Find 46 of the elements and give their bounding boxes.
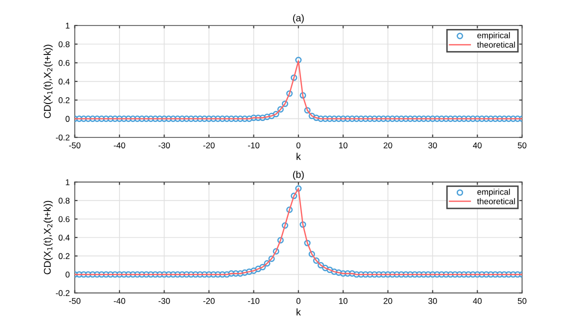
x-tick-label: -40 xyxy=(114,298,126,304)
x-tick-label: 20 xyxy=(384,298,392,304)
x-tick-label: 50 xyxy=(518,298,526,304)
x-tick-label: 40 xyxy=(472,298,482,304)
x-tick-label: 10 xyxy=(339,142,348,148)
x-tick-label: -30 xyxy=(158,142,170,148)
y-axis-title: CD(X$_{1}$(t),X$_{2}$(t+k)) xyxy=(44,200,53,274)
x-tick-label: -10 xyxy=(248,298,260,304)
x-tick-label: -50 xyxy=(69,298,80,304)
chart-title: (a) xyxy=(293,14,304,24)
legend-label: empirical xyxy=(477,32,510,40)
y-tick-label: 0.6 xyxy=(58,216,70,222)
y-tick-label: 0.4 xyxy=(58,234,70,241)
x-tick-label: 30 xyxy=(428,298,437,304)
legend-label: theoretical xyxy=(477,42,515,48)
y-tick-label: 0 xyxy=(66,272,70,278)
x-tick-label: 0 xyxy=(296,298,300,304)
y-tick-label: 0.4 xyxy=(58,78,70,85)
x-tick-label: 40 xyxy=(472,142,482,148)
legend-label: theoretical xyxy=(477,198,515,204)
y-tick-label: 0.8 xyxy=(58,41,70,48)
y-tick-label: 1 xyxy=(66,179,70,186)
x-tick-label: 0 xyxy=(296,142,300,148)
chart-title: (b) xyxy=(293,170,304,180)
y-tick-label: 0.8 xyxy=(58,198,70,204)
x-tick-label: 20 xyxy=(384,142,392,148)
x-tick-label: -40 xyxy=(114,142,126,148)
x-tick-label: -10 xyxy=(248,142,260,148)
x-tick-label: 50 xyxy=(518,142,526,148)
y-tick-label: 0.2 xyxy=(58,253,70,260)
x-tick-label: -20 xyxy=(203,142,215,148)
y-tick-label: 0.6 xyxy=(58,60,70,66)
x-axis-title: k xyxy=(296,152,301,160)
x-tick-label: -50 xyxy=(69,142,80,148)
y-axis-title: CD(X$_{1}$(t),X$_{2}$(t+k)) xyxy=(44,44,53,118)
y-tick-label: 1 xyxy=(66,22,70,29)
x-tick-label: 30 xyxy=(428,142,437,148)
y-tick-label: -0.2 xyxy=(56,134,70,140)
legend-label: empirical xyxy=(477,188,510,196)
y-tick-label: -0.2 xyxy=(56,290,70,296)
x-tick-label: 10 xyxy=(339,298,348,304)
x-tick-label: -20 xyxy=(203,298,215,304)
y-tick-label: 0 xyxy=(66,116,70,122)
x-axis-title: k xyxy=(296,308,301,316)
y-tick-label: 0.2 xyxy=(58,97,70,104)
x-tick-label: -30 xyxy=(158,298,170,304)
